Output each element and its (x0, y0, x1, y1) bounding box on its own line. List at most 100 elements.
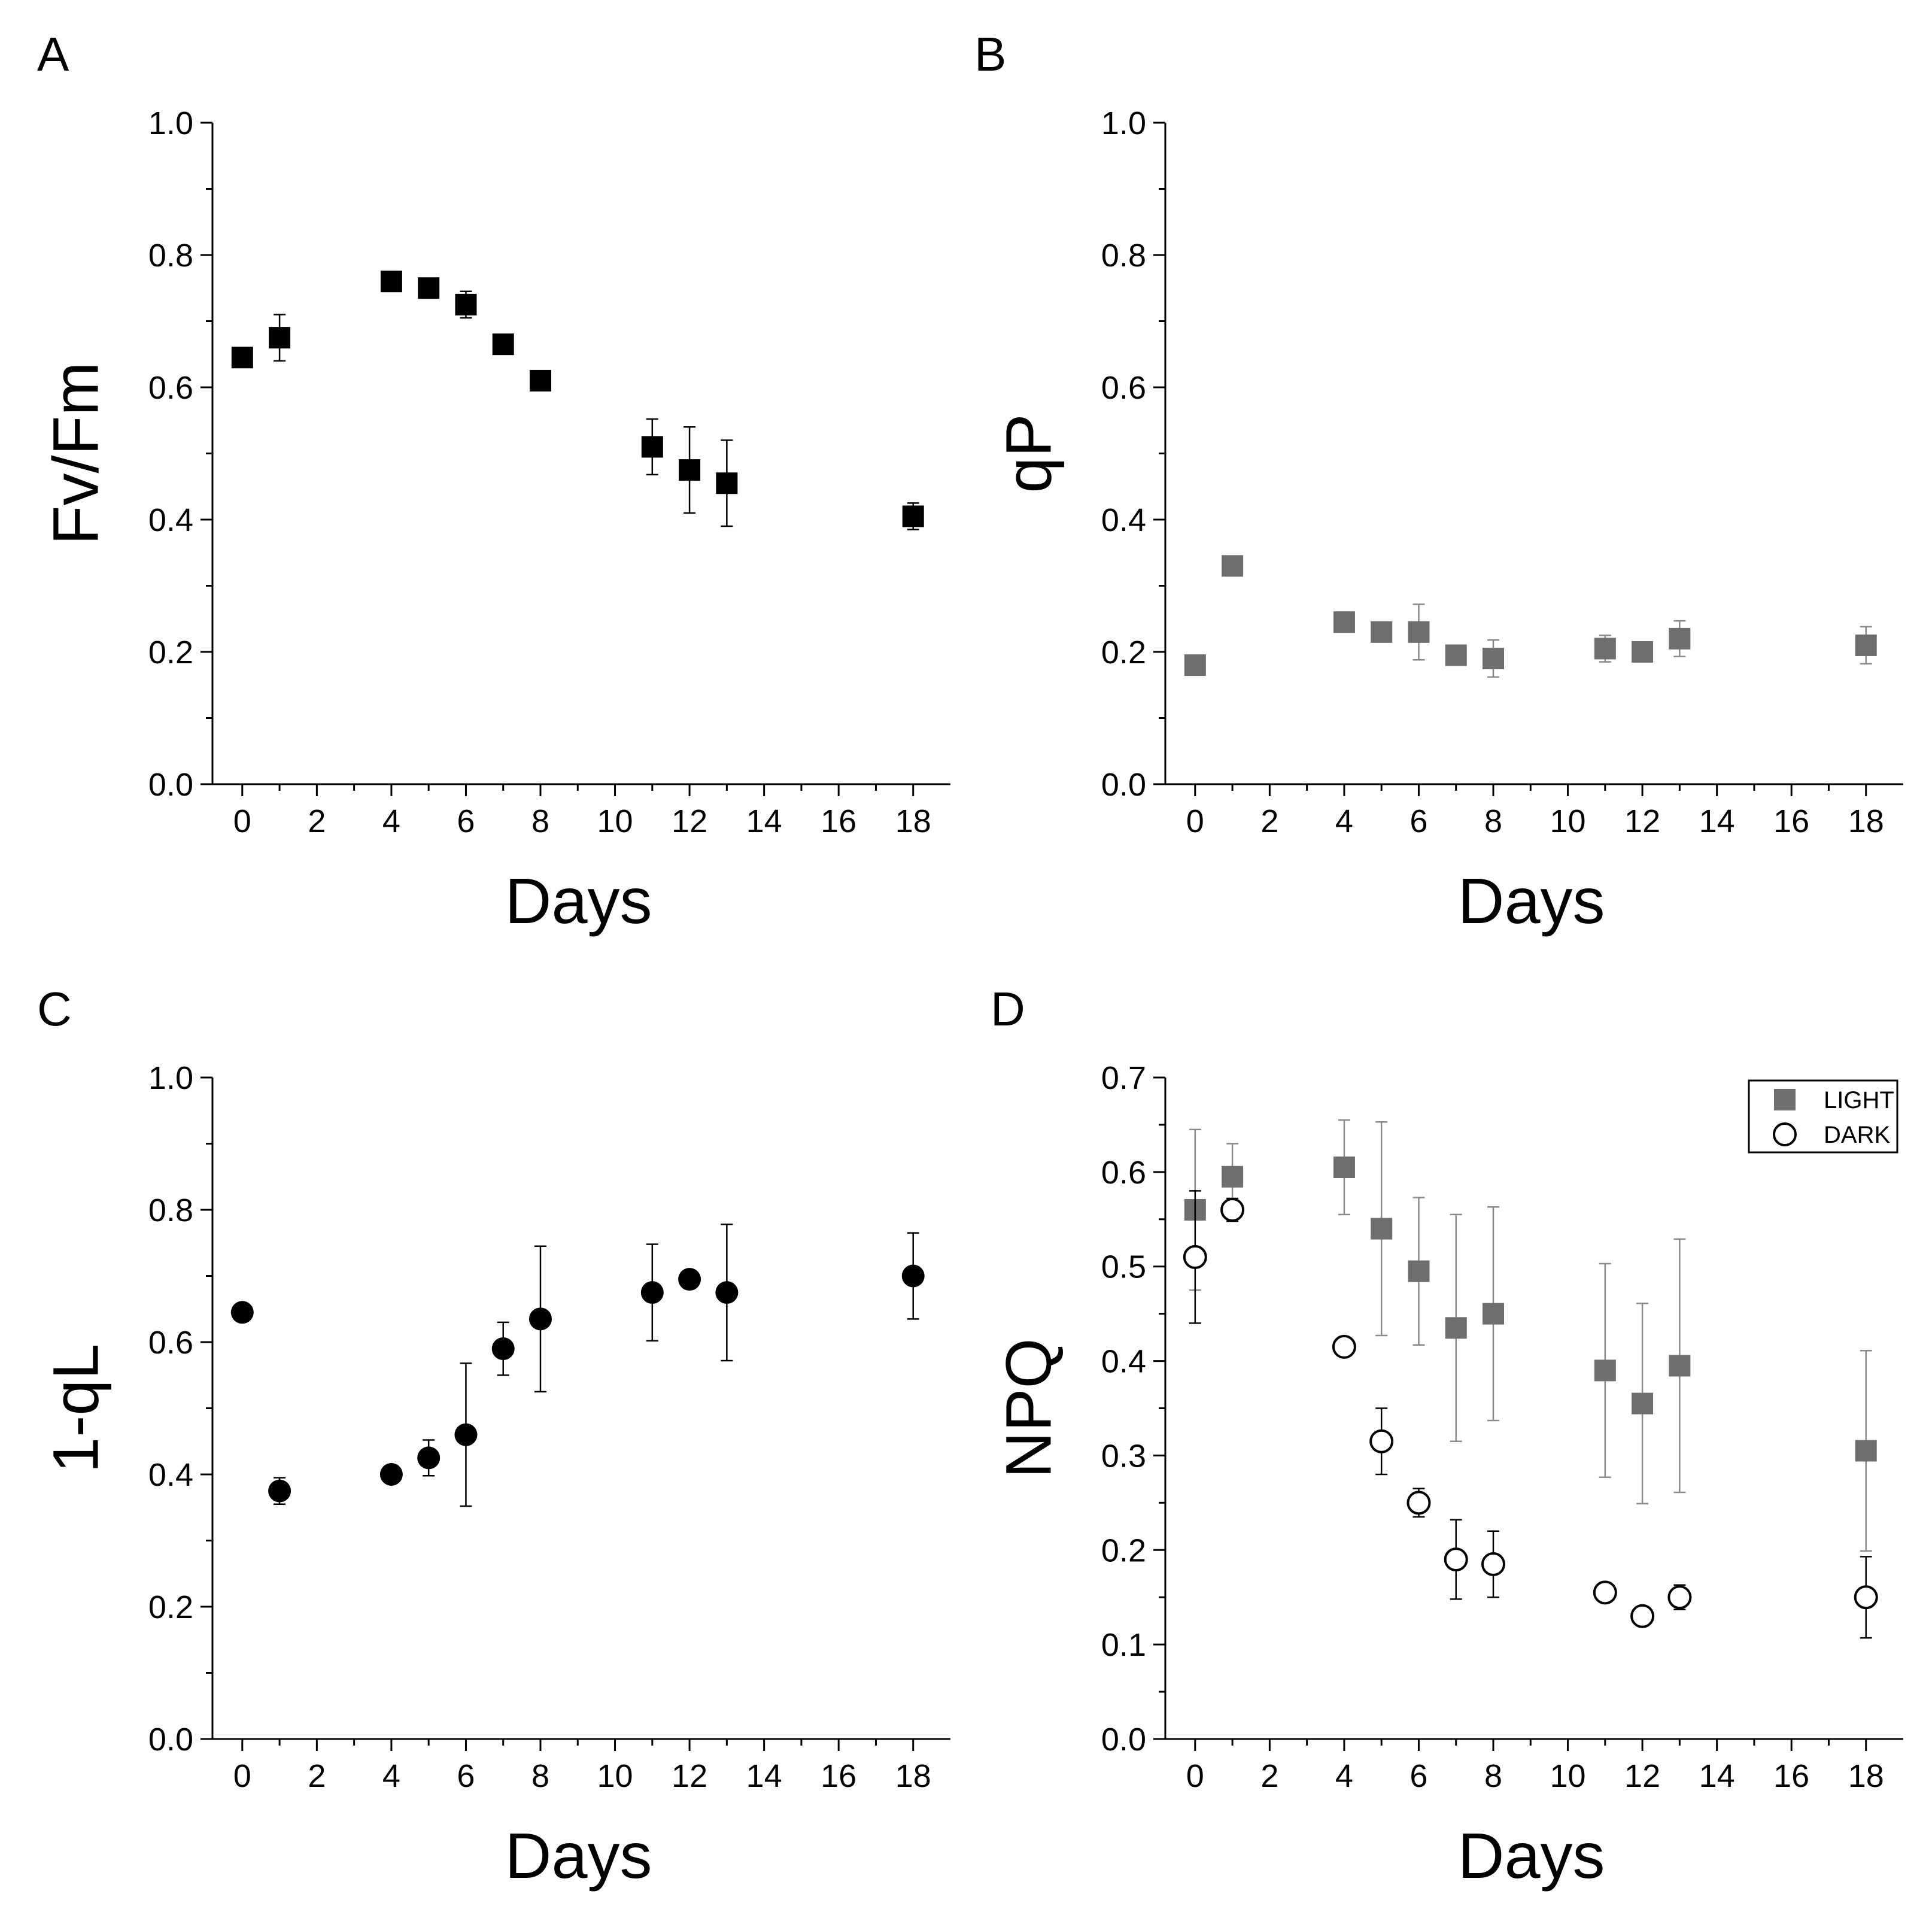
panel-c-x-tick-label: 0 (233, 1758, 251, 1794)
panel-c-x-tick-label: 14 (746, 1758, 782, 1794)
panel-d-x-tick-label: 0 (1186, 1758, 1204, 1794)
panel-b-letter: B (974, 28, 1006, 81)
panel-d-series-dark-point (1854, 1585, 1878, 1610)
panel-b-series-qp-point (1669, 627, 1691, 650)
panel-b-y-tick-label: 0.4 (1101, 502, 1146, 538)
panel-b-x-tick-label: 16 (1773, 803, 1809, 839)
panel-a-series-fv-fm-point (418, 277, 440, 299)
panel-d-series-dark-point (1593, 1580, 1617, 1605)
panel-b-series-qp-point (1408, 621, 1430, 643)
panel-c-series-1-ql (230, 1224, 925, 1507)
panel-c-series-1-ql-point (417, 1446, 441, 1470)
panel-c: C 0 2 4 6 8 10 12 14 16 18 0.0 0.2 0.4 0.6 0.8 1.0 Days 1-… (37, 982, 950, 1892)
panel-a-series-fv-fm-point (231, 347, 253, 369)
panel-d-y-axis-title: NPQ (992, 1338, 1065, 1478)
panel-a-series-fv-fm-point (380, 271, 402, 293)
panel-b-series-qp-point (1855, 634, 1877, 656)
panel-d-legend: LIGHT DARK (1748, 1079, 1898, 1154)
panel-c-x-tick-label: 12 (672, 1758, 707, 1794)
panel-d: D 0 2 4 6 8 10 12 14 16 18 0.0 0.1 0.2 0.3 0.4 0.5 0.6 0.7… (991, 982, 1903, 1892)
panel-b-y-tick-label: 0.6 (1101, 370, 1146, 406)
panel-b-x-tick-label: 10 (1550, 803, 1586, 839)
panel-d-y-tick-label: 0.3 (1101, 1438, 1146, 1474)
panel-a-x-tick-label: 4 (382, 803, 400, 839)
panel-c-y-axis-title: 1-qL (40, 1343, 112, 1473)
panel-d-legend-marker (1774, 1089, 1796, 1110)
panel-a-series-fv-fm-point (641, 436, 663, 458)
panel-b-x-tick-label: 8 (1484, 803, 1502, 839)
panel-d-legend-label: LIGHT (1824, 1087, 1894, 1113)
panel-d-x-tick-label: 10 (1550, 1758, 1586, 1794)
panel-c-x-tick-label: 4 (382, 1758, 400, 1794)
panel-b-x-tick-label: 2 (1260, 803, 1278, 839)
panel-b-series-qp-point (1632, 641, 1654, 663)
panel-a-x-tick-label: 8 (531, 803, 549, 839)
panel-a-series-fv-fm-point (679, 459, 701, 481)
panel-a-y-tick-label: 0.0 (148, 767, 193, 803)
panel-d-legend-label: DARK (1824, 1122, 1890, 1148)
panel-d-series-dark-point (1444, 1547, 1468, 1572)
panel-b-x-tick-label: 4 (1335, 803, 1353, 839)
panel-c-series-1-ql-point (715, 1281, 739, 1304)
panel-c-y-tick-label: 0.2 (148, 1589, 193, 1625)
panel-d-series-dark-point (1220, 1198, 1245, 1222)
panel-b-series-qp (1184, 555, 1877, 678)
panel-c-y-tick-label: 0.6 (148, 1325, 193, 1361)
panel-d-series-dark-point (1407, 1491, 1431, 1515)
panel-d-series-dark-point (1481, 1552, 1505, 1576)
panel-a-x-tick-label: 12 (672, 803, 707, 839)
panel-d-x-tick-label: 2 (1260, 1758, 1278, 1794)
panel-b-series-qp-point (1184, 654, 1206, 676)
panel-a-series-fv-fm-point (902, 505, 924, 527)
panel-a-x-tick-label: 10 (597, 803, 633, 839)
panel-d-y-tick-label: 0.6 (1101, 1155, 1146, 1191)
panel-a-series-fv-fm-point (269, 327, 291, 349)
panel-d-series-dark-point (1332, 1334, 1356, 1359)
panel-d-series-light-point (1632, 1392, 1654, 1415)
panel-d-series-light-point (1333, 1156, 1355, 1178)
panel-b-x-axis-title: Days (1457, 864, 1605, 937)
panel-d-series-dark-point (1667, 1585, 1692, 1610)
panel-b-y-tick-label: 0.8 (1101, 238, 1146, 274)
panel-c-x-tick-label: 6 (457, 1758, 475, 1794)
panel-b-series-qp-point (1222, 555, 1244, 577)
panel-d-x-tick-label: 8 (1484, 1758, 1502, 1794)
panel-b: B 0 2 4 6 8 10 12 14 16 18 0.0 0.2 0.4 0.6 0.8 1.0 Days qP (974, 28, 1903, 937)
panel-c-series-1-ql-point (230, 1301, 254, 1324)
panel-b-x-tick-label: 12 (1624, 803, 1660, 839)
panel-c-series-1-ql-point (379, 1463, 403, 1486)
panel-d-legend-marker (1773, 1122, 1797, 1146)
panel-d-letter: D (991, 982, 1025, 1036)
panel-d-legend-box (1748, 1079, 1898, 1154)
panel-a-series-fv-fm-point (716, 472, 738, 494)
panel-d-series-dark-point (1369, 1429, 1394, 1453)
panel-d-y-tick-label: 0.7 (1101, 1060, 1146, 1096)
panel-a-y-axis-title: Fv/Fm (40, 362, 112, 545)
panel-a-x-tick-label: 16 (821, 803, 856, 839)
panel-c-series-1-ql-point (678, 1268, 701, 1291)
panel-c-series-1-ql-point (491, 1337, 515, 1361)
panel-c-letter: C (37, 982, 72, 1036)
panel-a-y-tick-label: 1.0 (148, 105, 193, 141)
panel-a-series-fv-fm-point (492, 333, 514, 356)
panel-b-x-tick-label: 14 (1699, 803, 1735, 839)
panel-d-series-light-point (1483, 1303, 1504, 1325)
panel-d-series-light-point (1445, 1317, 1467, 1339)
panel-b-series-qp-point (1483, 648, 1504, 670)
panel-a: A 0 2 4 6 8 10 12 14 16 18 0.0 0.2 0.4 0.6 0.8 1.0 Days Fv… (37, 28, 950, 937)
panel-b-y-tick-label: 0.0 (1101, 767, 1146, 803)
panel-d-x-tick-label: 18 (1848, 1758, 1884, 1794)
panel-c-x-tick-label: 10 (597, 1758, 633, 1794)
panel-d-y-tick-label: 0.5 (1101, 1249, 1146, 1285)
panel-d-y-tick-label: 0.1 (1101, 1627, 1146, 1663)
panel-a-x-tick-label: 14 (746, 803, 782, 839)
panel-b-series-qp-point (1333, 611, 1355, 633)
panel-d-x-tick-label: 6 (1409, 1758, 1427, 1794)
panel-a-letter: A (37, 28, 69, 81)
panel-a-x-tick-label: 18 (895, 803, 931, 839)
panel-d-series-light-point (1594, 1359, 1616, 1382)
panel-d-x-tick-label: 16 (1773, 1758, 1809, 1794)
panel-c-series-1-ql-point (268, 1479, 291, 1503)
panel-c-series-1-ql-point (640, 1281, 664, 1304)
